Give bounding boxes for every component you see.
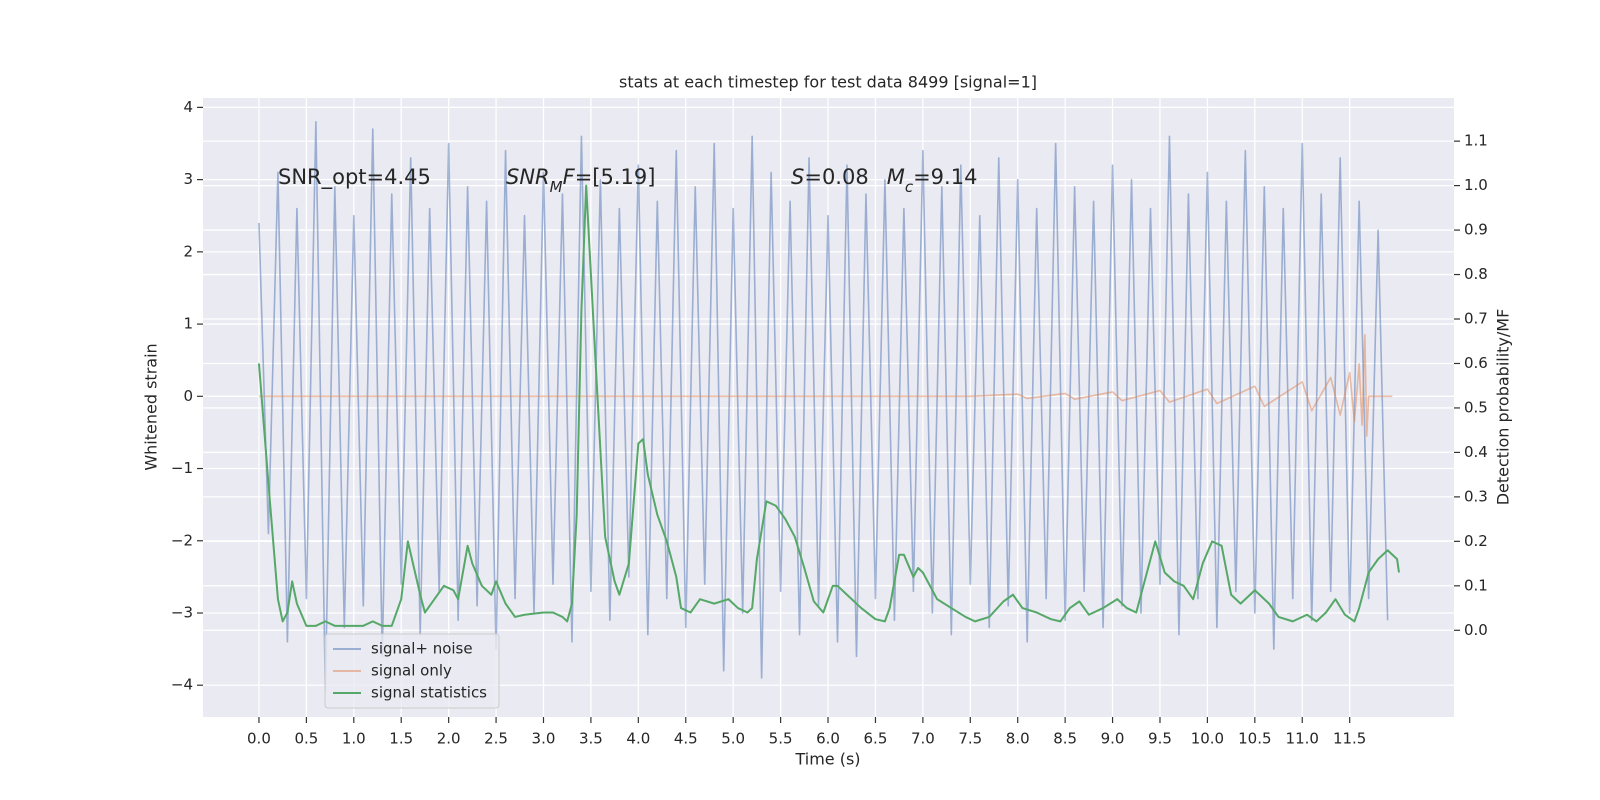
x-tick-label: 8.5 — [1053, 730, 1077, 748]
x-tick-label: 1.0 — [342, 730, 366, 748]
annotation-part: F — [563, 165, 576, 189]
y-tick-label: 3 — [183, 170, 193, 188]
y-tick-label: 1 — [183, 315, 193, 333]
annotation: SNR_opt=4.45 — [278, 165, 431, 190]
y2-tick-label: 0.8 — [1464, 265, 1488, 283]
x-tick-label: 5.0 — [721, 730, 745, 748]
y-tick-label: −4 — [171, 676, 193, 694]
x-tick-label: 4.0 — [626, 730, 650, 748]
y2-tick-label: 0.2 — [1464, 532, 1488, 550]
marks — [257, 121, 1400, 694]
y2-tick-label: 0.9 — [1464, 221, 1488, 239]
chart-title: stats at each timestep for test data 849… — [619, 73, 1037, 92]
annotation-part: M — [550, 178, 563, 196]
x-tick-label: 9.0 — [1101, 730, 1125, 748]
y2-tick-label: 0.4 — [1464, 443, 1488, 461]
legend-label: signal+ noise — [371, 640, 473, 658]
x-tick-label: 5.5 — [769, 730, 793, 748]
x-tick-label: 11.0 — [1286, 730, 1319, 748]
x-tick-label: 6.0 — [816, 730, 840, 748]
x-tick-label: 8.0 — [1006, 730, 1030, 748]
x-tick-label: 4.5 — [674, 730, 698, 748]
y2-tick-label: 1.1 — [1464, 132, 1488, 150]
y-tick-label: −1 — [171, 459, 193, 477]
y-tick-label: 0 — [183, 387, 193, 405]
x-tick-label: 1.5 — [389, 730, 413, 748]
x-tick-label: 3.0 — [532, 730, 556, 748]
y2-tick-label: 0.6 — [1464, 354, 1488, 372]
x-tick-label: 9.5 — [1148, 730, 1172, 748]
y2-tick-label: 1.0 — [1464, 176, 1488, 194]
x-tick-label: 0.0 — [247, 730, 271, 748]
annotation: S=0.08 Mc=9.14 — [791, 165, 977, 196]
annotation-part: =9.14 — [913, 165, 977, 189]
annotation-part: M — [887, 165, 905, 189]
x-tick-label: 7.5 — [958, 730, 982, 748]
x-tick-label: 2.5 — [484, 730, 508, 748]
x-axis-label: Time (s) — [794, 750, 860, 769]
y2-tick-label: 0.7 — [1464, 310, 1488, 328]
x-tick-label: 3.5 — [579, 730, 603, 748]
axes: 0.0 0.5 1.0 1.5 2.0 2.5 3.0 3.5 4.0 4.5 5.0 5.5 6.0 6… — [171, 98, 1488, 748]
annotation-part: SNR_opt=4.45 — [278, 165, 431, 190]
legend-label: signal only — [371, 662, 452, 680]
x-tick-label: 0.5 — [294, 730, 318, 748]
y2-tick-label: 0.5 — [1464, 398, 1488, 416]
annotation-part: c — [905, 178, 914, 196]
x-tick-label: 11.5 — [1333, 730, 1366, 748]
annotation-part: S — [791, 165, 804, 189]
annotation-part: =0.08 — [804, 165, 868, 189]
annotation: SNRMF=[5.19] — [506, 165, 655, 196]
y2-tick-label: 0.1 — [1464, 576, 1488, 594]
legend-label: signal statistics — [371, 684, 487, 702]
annotation-part: =[5.19] — [575, 165, 656, 189]
series-line — [258, 334, 1393, 437]
y2-tick-label: 0.0 — [1464, 621, 1488, 639]
y2-axis-label: Detection probability/MF — [1494, 309, 1513, 506]
x-tick-label: 10.0 — [1191, 730, 1224, 748]
x-tick-label: 2.0 — [437, 730, 461, 748]
annotation-part: SNR — [506, 165, 550, 189]
y2-tick-label: 0.3 — [1464, 487, 1488, 505]
x-tick-label: 7.0 — [911, 730, 935, 748]
x-tick-label: 10.5 — [1238, 730, 1271, 748]
y-tick-label: 4 — [183, 98, 193, 116]
series-line — [258, 121, 1389, 694]
y-tick-label: −2 — [171, 531, 193, 549]
x-tick-label: 6.5 — [864, 730, 888, 748]
series-line — [257, 184, 1400, 627]
y-axis-label: Whitened strain — [142, 343, 161, 470]
y-tick-label: 2 — [183, 242, 193, 260]
legend-box — [324, 633, 500, 709]
y-tick-label: −3 — [171, 603, 193, 621]
